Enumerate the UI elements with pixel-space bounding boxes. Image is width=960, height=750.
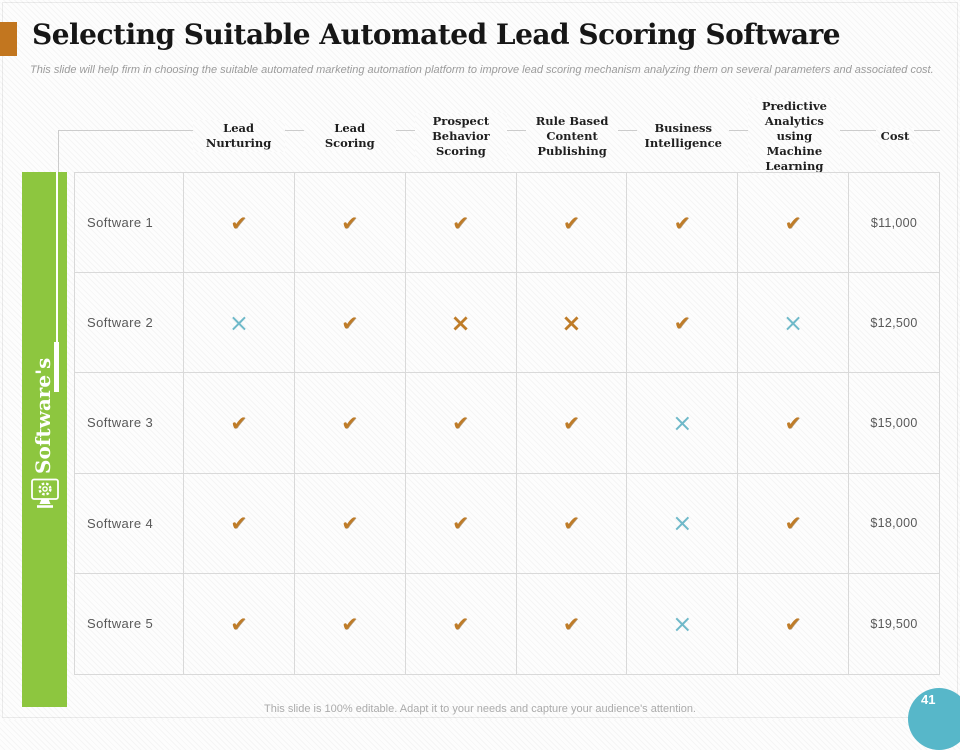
header-bracket-line	[58, 130, 59, 172]
cost-value: $15,000	[849, 373, 939, 474]
feature-cell: ×	[627, 473, 739, 574]
cross-icon: ×	[783, 308, 804, 337]
cross-icon: ×	[672, 609, 693, 638]
feature-cell: ×	[738, 273, 849, 374]
feature-cell: ✔	[738, 373, 849, 474]
check-icon: ✔	[784, 611, 802, 636]
feature-cell: ✔	[294, 273, 406, 374]
feature-cell: ✔	[294, 373, 406, 474]
cross-icon: ×	[561, 308, 582, 337]
column-header: Lead Scoring	[303, 120, 396, 153]
page-title: Selecting Suitable Automated Lead Scorin…	[32, 18, 841, 51]
feature-cell: ✔	[294, 473, 406, 574]
row-label: Software 3	[75, 373, 184, 474]
column-header: Cost	[875, 127, 915, 145]
header-cell: Business Intelligence	[628, 98, 739, 175]
feature-cell: ✔	[405, 373, 517, 474]
check-icon: ✔	[452, 611, 469, 636]
feature-cell: ✔	[405, 173, 517, 274]
check-icon: ✔	[341, 511, 359, 536]
check-icon: ✔	[230, 511, 248, 536]
feature-cell: ✔	[738, 573, 849, 674]
check-icon: ✔	[341, 410, 359, 435]
feature-cell: ×	[516, 273, 628, 374]
feature-cell: ✔	[738, 473, 849, 574]
sidebar-label: Software's	[31, 357, 55, 474]
cost-value: $19,500	[870, 616, 918, 631]
header-cell: Cost	[850, 98, 940, 175]
check-icon: ✔	[784, 511, 802, 536]
sidebar-underline	[54, 342, 59, 392]
comparison-table: Software 1 ✔ ✔ ✔ ✔ ✔ ✔ $11,000 Software 2 × ✔ × × ✔ × $…	[74, 172, 940, 675]
check-icon: ✔	[230, 410, 248, 435]
check-icon: ✔	[563, 611, 580, 636]
cost-value: $12,500	[849, 273, 939, 374]
feature-cell: ×	[627, 373, 739, 474]
row-label: Software 4	[75, 473, 184, 574]
softwares-category-bar: Software's	[22, 172, 67, 707]
feature-cell: ✔	[738, 173, 849, 274]
check-icon: ✔	[341, 611, 359, 636]
title-accent-bar	[0, 22, 17, 56]
header-cell: Predictive Analytics using Machine Learn…	[739, 98, 850, 175]
check-icon: ✔	[784, 410, 802, 435]
row-label: Software 2	[75, 273, 184, 374]
row-label: Software 1	[75, 173, 184, 274]
check-icon: ✔	[452, 410, 469, 435]
column-header: Prospect Behavior Scoring	[414, 112, 507, 160]
check-icon: ✔	[673, 310, 691, 335]
cost-value: $11,000	[849, 173, 939, 274]
check-icon: ✔	[230, 210, 248, 235]
column-header: Business Intelligence	[637, 120, 730, 153]
cross-icon: ×	[450, 308, 471, 337]
page-subtitle: This slide will help firm in choosing th…	[30, 64, 934, 76]
check-icon: ✔	[230, 611, 248, 636]
feature-cell: ✔	[517, 573, 628, 674]
check-icon: ✔	[341, 210, 359, 235]
check-icon: ✔	[784, 210, 802, 235]
monitor-gear-icon	[30, 478, 60, 517]
cross-icon: ×	[672, 509, 693, 538]
check-icon: ✔	[452, 511, 469, 536]
feature-cell: ×	[627, 573, 739, 674]
column-header: Rule Based Content Publishing	[526, 112, 619, 160]
header-cell: Lead Nurturing	[183, 98, 294, 175]
feature-cell: ✔	[516, 373, 628, 474]
header-cell: Lead Scoring	[294, 98, 405, 175]
header-cell: Rule Based Content Publishing	[516, 98, 627, 175]
row-label: Software 5	[75, 573, 184, 674]
header-cell: Prospect Behavior Scoring	[405, 98, 516, 175]
cross-icon: ×	[672, 408, 693, 437]
page-number: 41	[921, 692, 936, 707]
sidebar-accent-line	[56, 172, 58, 342]
feature-cell: ✔	[406, 573, 517, 674]
column-header: Lead Nurturing	[192, 120, 285, 153]
feature-cell: ✔	[184, 473, 295, 574]
feature-cell: ✔	[405, 473, 517, 574]
page-number-badge: 41	[908, 688, 960, 750]
feature-cell: ✔	[295, 573, 406, 674]
cross-icon: ×	[228, 308, 249, 337]
feature-cell: ✔	[627, 173, 739, 274]
footer-note: This slide is 100% editable. Adapt it to…	[264, 703, 696, 715]
header-spacer	[74, 98, 183, 175]
check-icon: ✔	[563, 210, 580, 235]
feature-cell: ✔	[184, 573, 295, 674]
feature-cell: ✔	[627, 273, 739, 374]
feature-cell: ×	[184, 273, 295, 374]
feature-cell: ✔	[184, 173, 295, 274]
feature-cell: ✔	[516, 473, 628, 574]
feature-cell: ✔	[516, 173, 628, 274]
column-header: Predictive Analytics using Machine Learn…	[748, 98, 841, 175]
check-icon: ✔	[563, 511, 580, 536]
check-icon: ✔	[452, 210, 469, 235]
feature-cell: ✔	[184, 373, 295, 474]
check-icon: ✔	[563, 410, 580, 435]
feature-cell: ×	[405, 273, 517, 374]
check-icon: ✔	[341, 310, 359, 335]
table-header-row: Lead Nurturing Lead Scoring Prospect Behav…	[74, 98, 940, 175]
cost-value: $18,000	[849, 474, 939, 574]
check-icon: ✔	[673, 210, 691, 235]
feature-cell: ✔	[294, 173, 406, 274]
